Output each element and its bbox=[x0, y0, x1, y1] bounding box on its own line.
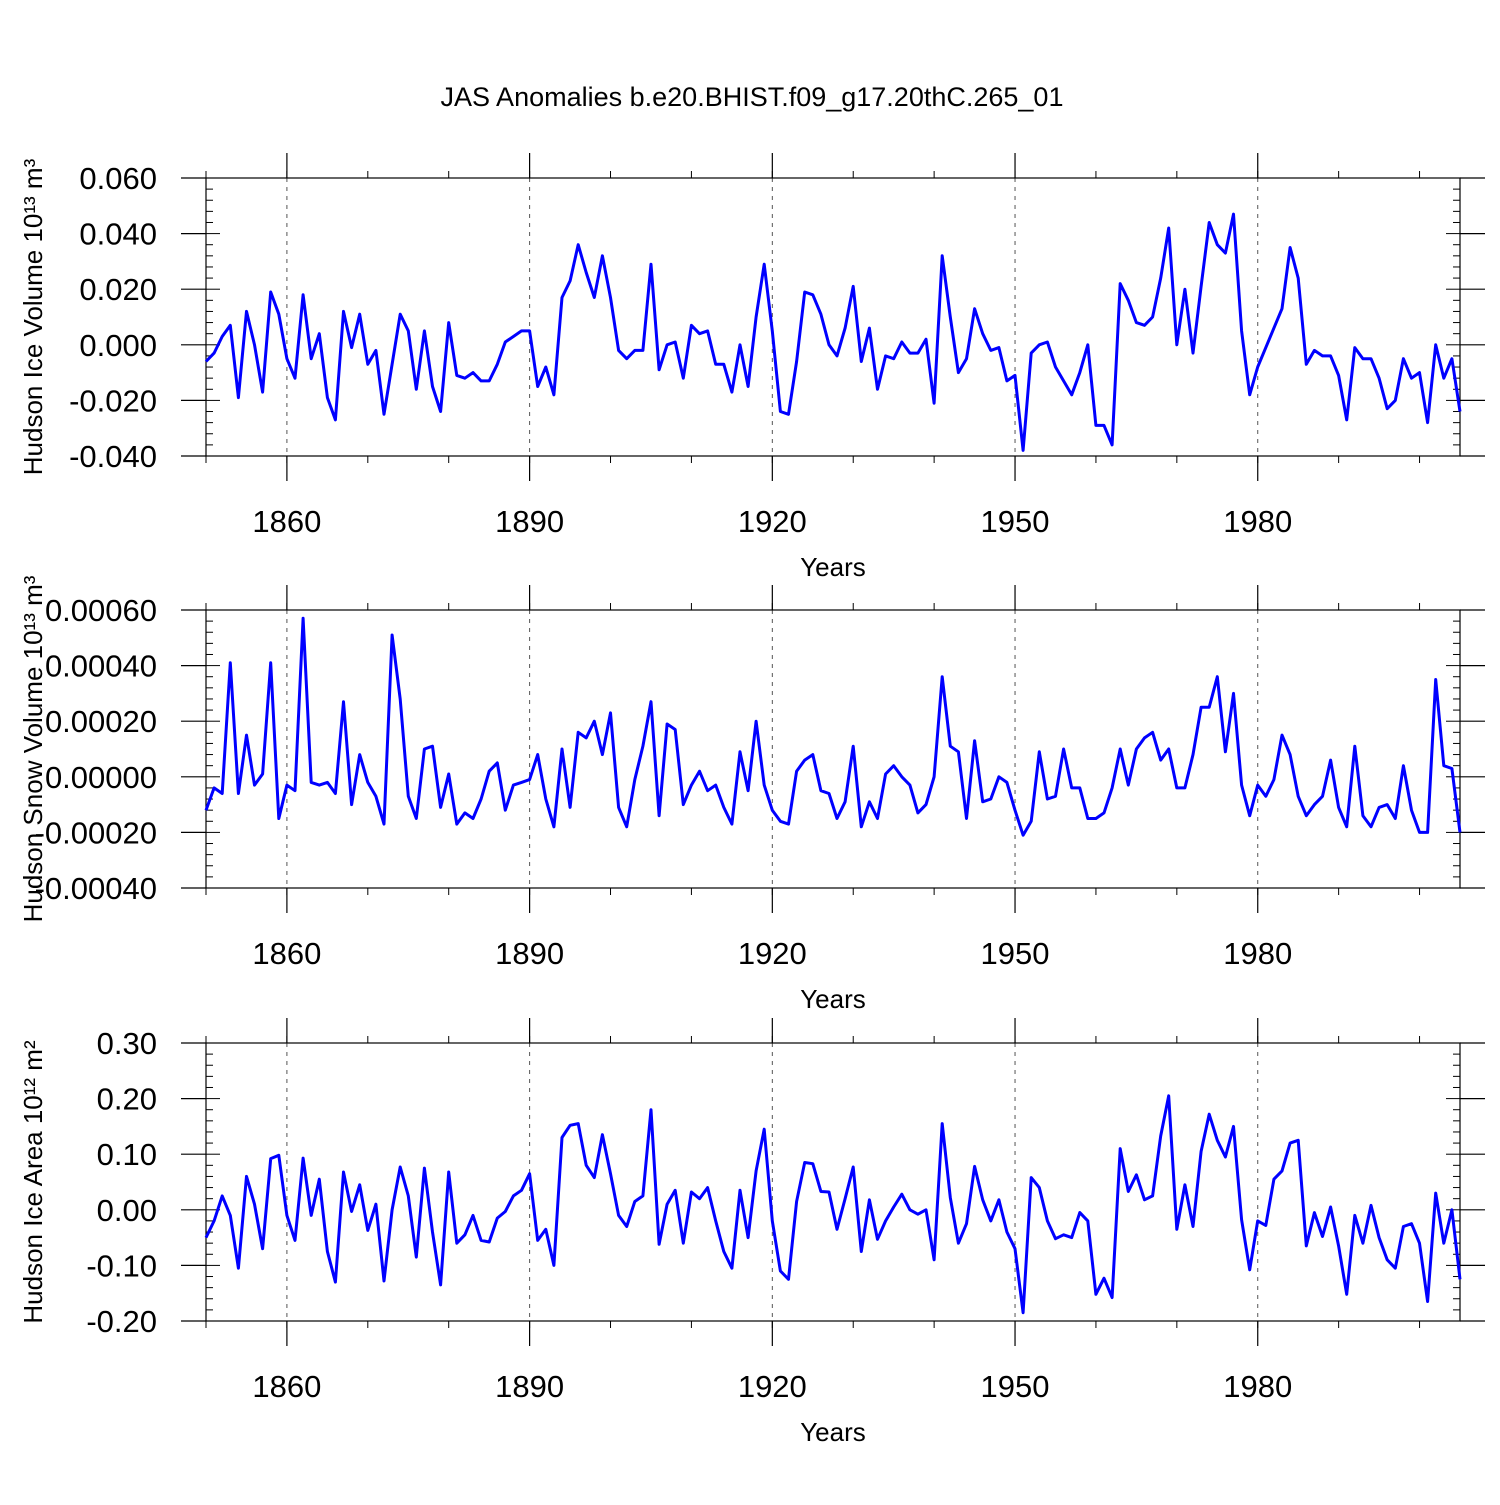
x-tick-label: 1860 bbox=[252, 1369, 321, 1404]
x-axis-label: Years bbox=[800, 552, 866, 582]
x-tick-label: 1860 bbox=[252, 936, 321, 971]
x-tick-label: 1950 bbox=[981, 936, 1050, 971]
y-tick-label: 0.00020 bbox=[45, 704, 157, 739]
series-line bbox=[204, 212, 1462, 452]
plot-frame bbox=[205, 177, 1461, 457]
y-tick-label: -0.10 bbox=[86, 1248, 157, 1283]
plot-frame bbox=[205, 609, 1461, 889]
y-tick-label: -0.00020 bbox=[35, 815, 157, 850]
plot-frame bbox=[205, 1042, 1461, 1322]
y-tick-label: 0.20 bbox=[97, 1082, 157, 1117]
x-tick-label: 1890 bbox=[495, 936, 564, 971]
x-tick-label: 1860 bbox=[252, 504, 321, 539]
y-axis-label: Hudson Snow Volume 10¹³ m³ bbox=[18, 575, 48, 922]
y-tick-label: 0.00000 bbox=[45, 760, 157, 795]
y-tick-label: 0.10 bbox=[97, 1137, 157, 1172]
y-tick-label: 0.060 bbox=[79, 161, 157, 196]
y-tick-label: 0.040 bbox=[79, 217, 157, 252]
y-tick-label: -0.040 bbox=[69, 439, 157, 474]
y-tick-label: -0.00040 bbox=[35, 871, 157, 906]
panel-2: 1860 1890 1920 1950 1980 -0.00040 -0.00020 0.00… bbox=[18, 575, 1485, 1014]
y-tick-label: 0.00040 bbox=[45, 649, 157, 684]
series-line bbox=[204, 616, 1462, 837]
x-tick-label: 1950 bbox=[981, 1369, 1050, 1404]
panel-3: 1860 1890 1920 1950 1980 -0.20 -0.10 0.00 0.10 0.… bbox=[18, 1018, 1485, 1447]
x-tick-label: 1920 bbox=[738, 1369, 807, 1404]
x-tick-label: 1980 bbox=[1223, 504, 1292, 539]
x-tick-label: 1920 bbox=[738, 504, 807, 539]
y-tick-label: 0.00 bbox=[97, 1193, 157, 1228]
y-tick-label: 0.00060 bbox=[45, 593, 157, 628]
y-axis-label: Hudson Ice Area 10¹² m² bbox=[18, 1040, 48, 1324]
x-tick-label: 1980 bbox=[1223, 1369, 1292, 1404]
x-tick-label: 1980 bbox=[1223, 936, 1292, 971]
x-axis-label: Years bbox=[800, 1417, 866, 1447]
y-axis-label: Hudson Ice Volume 10¹³ m³ bbox=[18, 158, 48, 475]
x-tick-label: 1920 bbox=[738, 936, 807, 971]
y-tick-label: -0.20 bbox=[86, 1304, 157, 1339]
y-tick-label: 0.30 bbox=[97, 1026, 157, 1061]
x-tick-label: 1890 bbox=[495, 504, 564, 539]
x-tick-label: 1950 bbox=[981, 504, 1050, 539]
y-tick-label: 0.020 bbox=[79, 272, 157, 307]
panel-1: 1860 1890 1920 1950 1980 -0.040 -0.020 0.000 0.0… bbox=[18, 153, 1485, 582]
x-tick-label: 1890 bbox=[495, 1369, 564, 1404]
figure-title: JAS Anomalies b.e20.BHIST.f09_g17.20thC.… bbox=[441, 82, 1064, 112]
y-tick-label: -0.020 bbox=[69, 383, 157, 418]
y-tick-label: 0.000 bbox=[79, 328, 157, 363]
x-axis-label: Years bbox=[800, 984, 866, 1014]
series-line bbox=[204, 1094, 1462, 1315]
